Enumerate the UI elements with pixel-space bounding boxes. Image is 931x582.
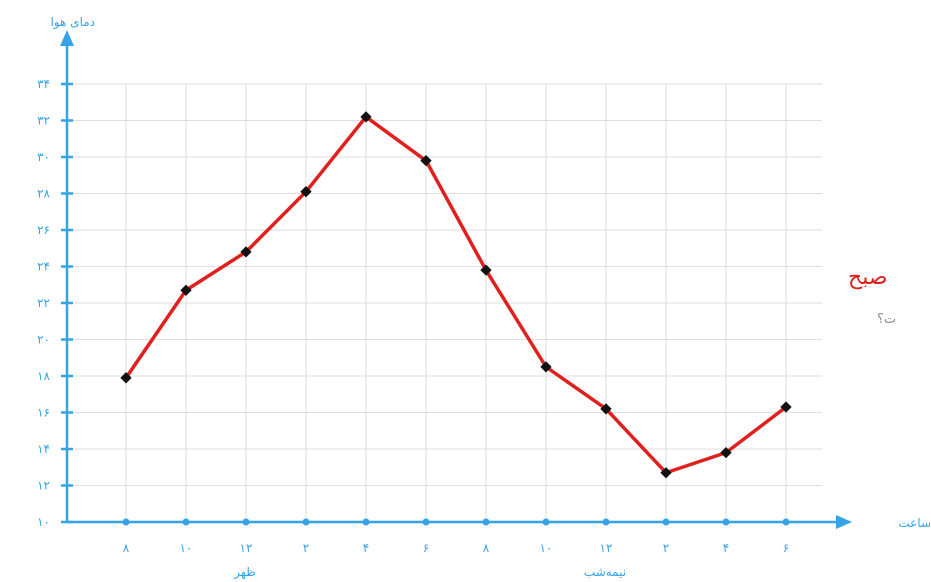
x-tick-label: ۱۰ [540, 541, 553, 555]
x-ticks: ۸ ۱۰ ۱۲ ۲ ۴ ۶ ۸ ۱۰ ۱۲ ۲ ۴ ۶ ظهر نیمه‌شب [122, 518, 790, 580]
y-tick-label: ۱۶ [37, 406, 50, 420]
x-tick-label: ۴ [363, 541, 369, 555]
x-tick-mark [722, 518, 730, 526]
x-tick-label: ۱۲ [240, 541, 253, 555]
y-tick-label: ۱۲ [37, 479, 50, 493]
x-axis-title: ساعت [898, 516, 931, 530]
y-axis-title: دمای هوا [51, 15, 96, 30]
x-tick-label: ۱۲ [600, 541, 613, 555]
axes [60, 30, 852, 529]
x-tick-mark [182, 518, 190, 526]
x-tick-label: ۲ [663, 541, 669, 555]
y-axis-arrow-icon [60, 30, 74, 46]
y-ticks: ۱۰ ۱۲ ۱۴ ۱۶ ۱۸ ۲۰ ۲۲ ۲۴ ۲۶ ۲۸ ۳۰ ۳۲ ۳۴ [37, 77, 73, 529]
data-point [780, 401, 792, 413]
y-tick-label: ۳۲ [37, 114, 50, 128]
markers [120, 111, 792, 479]
side-red-text: صبح [848, 265, 888, 290]
y-tick-label: ۳۴ [37, 77, 50, 91]
x-tick-mark [122, 518, 130, 526]
data-point [660, 467, 672, 479]
data-point [420, 154, 432, 167]
y-tick-label: ۳۰ [37, 150, 50, 164]
data-point [600, 403, 612, 415]
x-group-label: ظهر [233, 565, 256, 580]
x-group-label: نیمه‌شب [584, 565, 626, 579]
data-point [300, 186, 312, 198]
data-point [180, 284, 192, 296]
x-tick-label: ۸ [123, 541, 130, 555]
y-tick-label: ۲۴ [37, 260, 50, 274]
y-tick-label: ۲۶ [37, 223, 50, 237]
y-tick-label: ۲۰ [37, 333, 50, 347]
x-tick-mark [482, 518, 490, 526]
x-tick-label: ۶ [783, 541, 789, 555]
y-tick-label: ۱۰ [37, 515, 50, 529]
side-gray-text: ت؟ [877, 312, 897, 327]
x-tick-mark [602, 518, 610, 526]
x-tick-label: ۱۰ [180, 541, 193, 555]
x-tick-label: ۶ [423, 541, 429, 555]
data-point [720, 446, 732, 459]
temperature-series-line [124, 115, 788, 475]
data-point [480, 264, 492, 276]
x-tick-mark [302, 518, 310, 526]
x-tick-mark [662, 518, 670, 526]
x-tick-label: ۸ [483, 541, 490, 555]
data-point [240, 246, 252, 258]
x-tick-mark [782, 518, 790, 526]
y-tick-label: ۲۲ [37, 296, 50, 310]
x-axis-arrow-icon [836, 515, 852, 529]
y-tick-label: ۱۸ [37, 369, 50, 383]
x-tick-label: ۴ [723, 541, 729, 555]
grid [67, 83, 822, 522]
x-tick-mark [422, 518, 430, 526]
data-point [540, 361, 552, 373]
x-tick-mark [542, 518, 550, 526]
y-tick-label: ۲۸ [37, 187, 50, 201]
x-tick-label: ۲ [303, 541, 309, 555]
x-tick-mark [362, 518, 370, 526]
y-tick-label: ۱۴ [37, 442, 50, 456]
x-tick-mark [242, 518, 250, 526]
